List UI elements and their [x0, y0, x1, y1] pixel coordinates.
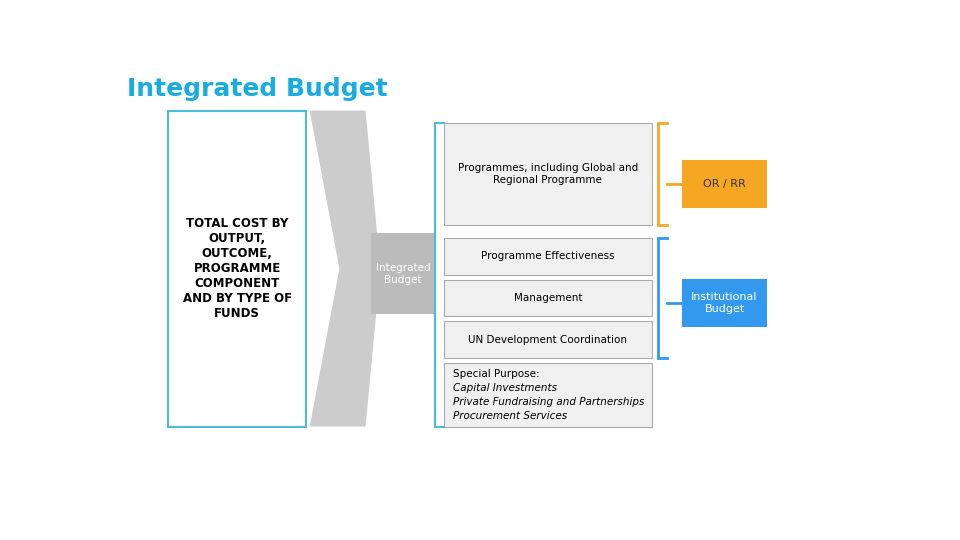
Polygon shape	[310, 111, 380, 427]
FancyBboxPatch shape	[444, 238, 652, 275]
Text: OR / RR: OR / RR	[703, 179, 746, 190]
Text: Management: Management	[514, 293, 582, 303]
FancyBboxPatch shape	[444, 321, 652, 358]
Text: Capital Investments: Capital Investments	[452, 383, 557, 393]
Text: Integrated
Budget: Integrated Budget	[375, 263, 430, 285]
Text: Integrated Budget: Integrated Budget	[128, 77, 388, 102]
FancyBboxPatch shape	[444, 123, 652, 225]
FancyBboxPatch shape	[444, 280, 652, 316]
Text: UN Development Coordination: UN Development Coordination	[468, 335, 627, 345]
FancyBboxPatch shape	[682, 279, 767, 327]
FancyBboxPatch shape	[682, 160, 767, 208]
Text: Private Fundraising and Partnerships: Private Fundraising and Partnerships	[452, 397, 644, 407]
FancyBboxPatch shape	[444, 363, 652, 427]
Text: Institutional
Budget: Institutional Budget	[691, 292, 757, 314]
Text: Special Purpose:: Special Purpose:	[452, 368, 540, 379]
Text: Programmes, including Global and
Regional Programme: Programmes, including Global and Regiona…	[458, 163, 638, 185]
FancyBboxPatch shape	[372, 233, 435, 314]
Text: TOTAL COST BY
OUTPUT,
OUTCOME,
PROGRAMME
COMPONENT
AND BY TYPE OF
FUNDS: TOTAL COST BY OUTPUT, OUTCOME, PROGRAMME…	[182, 217, 292, 320]
FancyBboxPatch shape	[168, 111, 306, 427]
Text: Procurement Services: Procurement Services	[452, 411, 566, 421]
Text: Programme Effectiveness: Programme Effectiveness	[481, 252, 614, 261]
